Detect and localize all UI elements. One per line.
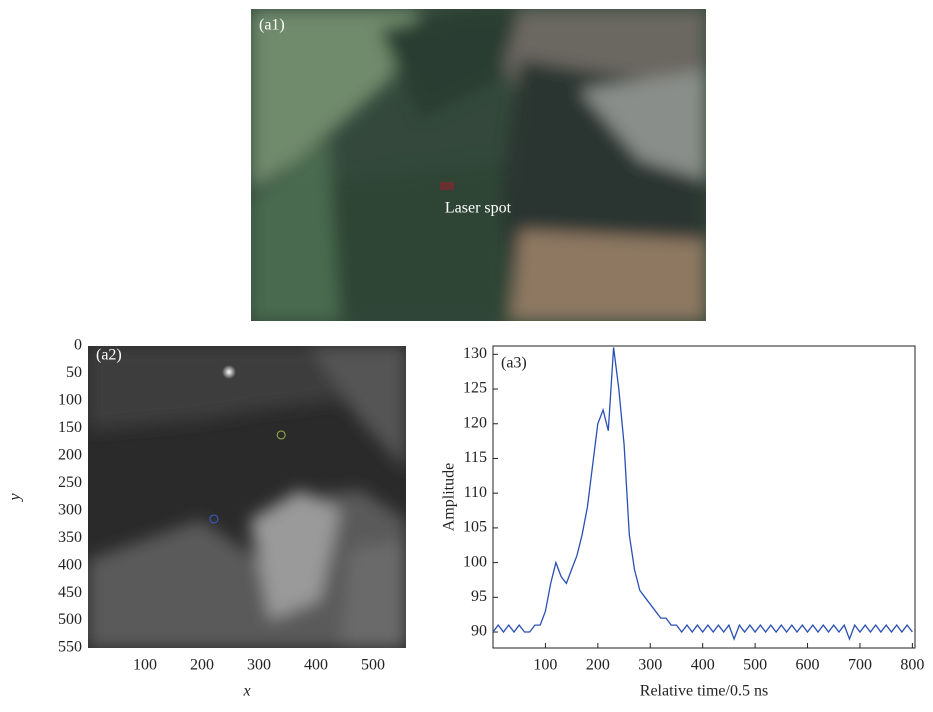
x-axis-label: Relative time/0.5 ns [640, 683, 768, 700]
y-axis-label: y [7, 493, 24, 503]
y-tick-label: 95 [471, 588, 487, 605]
x-tick-label: 100 [533, 657, 557, 674]
waveform [492, 347, 913, 641]
annotation: Laser spot [445, 200, 512, 217]
y-tick-label: 100 [463, 553, 487, 570]
panel-label: (a3) [501, 355, 527, 372]
panel-label: (a1) [259, 17, 285, 34]
y-tick-label: 125 [463, 380, 487, 397]
x-tick-label: 400 [691, 657, 715, 674]
y-tick-label: 150 [58, 419, 82, 436]
point [209, 514, 219, 524]
y-tick-label: 90 [471, 623, 487, 640]
y-tick-label: 350 [58, 529, 82, 546]
y-tick-label: 115 [464, 449, 487, 466]
y-tick-label: 500 [58, 611, 82, 628]
plot-frame [492, 345, 916, 649]
satellite-image [251, 9, 706, 321]
y-tick-label: 0 [74, 337, 82, 354]
x-tick-label: 400 [304, 657, 328, 674]
y-tick-label: 450 [58, 584, 82, 601]
x-tick-label: 800 [900, 657, 924, 674]
point [276, 430, 286, 440]
y-tick-label: 200 [58, 446, 82, 463]
panel-label: (a2) [96, 347, 122, 364]
y-tick-label: 105 [463, 519, 487, 536]
x-axis-label: x [242, 683, 250, 700]
y-tick-label: 110 [464, 484, 487, 501]
x-tick-label: 300 [638, 657, 662, 674]
y-tick-label: 300 [58, 501, 82, 518]
x-tick-label: 200 [190, 657, 214, 674]
x-tick-label: 300 [247, 657, 271, 674]
y-axis-label: Amplitude [441, 463, 458, 531]
x-tick-label: 200 [586, 657, 610, 674]
x-tick-label: 500 [743, 657, 767, 674]
y-tick-label: 100 [58, 392, 82, 409]
grayscale-image [88, 346, 406, 648]
laser-spot-mark [440, 182, 454, 190]
x-tick-label: 700 [848, 657, 872, 674]
y-tick-label: 50 [66, 364, 82, 381]
y-tick-label: 550 [58, 639, 82, 656]
y-tick-label: 250 [58, 474, 82, 491]
y-tick-label: 120 [463, 414, 487, 431]
y-tick-label: 130 [463, 345, 487, 362]
x-tick-label: 500 [361, 657, 385, 674]
y-tick-label: 400 [58, 556, 82, 573]
x-tick-label: 600 [796, 657, 820, 674]
x-tick-label: 100 [133, 657, 157, 674]
